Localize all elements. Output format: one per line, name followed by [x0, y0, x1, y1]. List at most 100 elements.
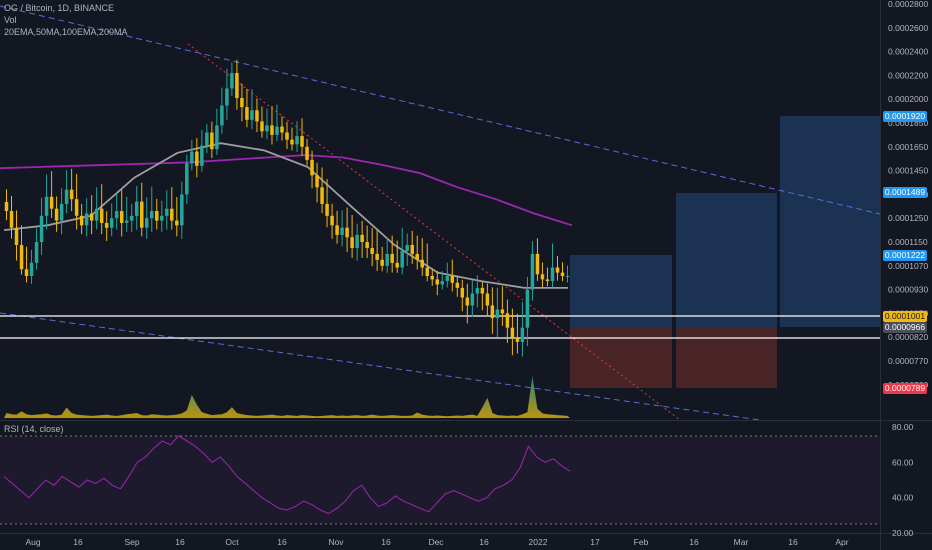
candle-body: [285, 132, 289, 140]
time-tick-label: Oct: [225, 537, 239, 547]
time-tick-label: Aug: [25, 537, 40, 547]
candle-body: [540, 274, 545, 280]
target-zone-1[interactable]: [570, 255, 672, 327]
red-dotted-trendline[interactable]: [187, 43, 681, 421]
price-tag-current: 0.0001001: [883, 311, 927, 322]
price-tick-label: 0.0001150: [888, 237, 928, 247]
candle-body: [435, 279, 440, 285]
time-tick-label: 16: [175, 537, 185, 547]
candle-body: [520, 327, 525, 342]
candle-body: [64, 189, 69, 204]
rsi-line: [3, 435, 571, 515]
time-tick-label: 2022: [529, 537, 548, 547]
candle-body: [270, 125, 274, 135]
symbol-title: OG / Bitcoin, 1D, BINANCE: [4, 3, 115, 13]
candle-body: [139, 201, 144, 228]
stop-zone-1[interactable]: [570, 327, 672, 388]
candle-body: [280, 126, 284, 133]
time-tick-label: Apr: [835, 537, 848, 547]
time-axis[interactable]: Aug 16 Sep 16 Oct 16 Nov 16 Dec 16 2022 17 Feb 16 Mar 1…: [25, 537, 848, 547]
candle-body: [290, 139, 294, 145]
candle-body: [475, 287, 480, 294]
candle-body: [170, 208, 174, 221]
time-tick-label: Dec: [428, 537, 444, 547]
candle-body: [565, 276, 570, 277]
candle-body: [415, 253, 419, 260]
candle-body: [325, 203, 329, 216]
descending-trendline-lower[interactable]: [0, 312, 761, 421]
rsi-legend: RSI (14, close): [4, 424, 64, 434]
candle-body: [560, 272, 565, 276]
candle-body: [240, 98, 244, 108]
candle-body: [69, 189, 74, 200]
candle-body: [530, 253, 535, 290]
candle-body: [405, 244, 409, 251]
candle-body: [119, 211, 124, 223]
candle-body: [470, 293, 475, 306]
price-tick-label: 0.0001250: [888, 213, 928, 223]
candle-body: [185, 163, 189, 195]
candle-body: [205, 132, 209, 146]
candle-body: [495, 309, 500, 319]
candle-body: [500, 309, 505, 314]
rsi-tick-label: 20.00: [892, 528, 914, 538]
candle-body: [210, 132, 214, 150]
price-tag-entry: 0.0000966: [883, 322, 927, 333]
target-zone-3[interactable]: [780, 116, 880, 327]
candle-body: [460, 287, 465, 298]
candle-body: [19, 244, 24, 270]
candle-body: [395, 262, 399, 268]
candle-body: [535, 253, 540, 275]
candle-body: [200, 145, 204, 166]
time-tick-label: 16: [788, 537, 798, 547]
time-tick-label: Feb: [634, 537, 649, 547]
candle-body: [510, 327, 515, 338]
price-tick-label: 0.0002600: [888, 23, 928, 33]
candle-body: [315, 175, 319, 188]
candle-body: [480, 287, 485, 294]
candle-body: [109, 218, 114, 228]
rsi-series: [3, 435, 571, 515]
price-tick-label: 0.0002400: [888, 47, 928, 57]
rsi-tick-label: 60.00: [892, 457, 914, 467]
price-tick-label: 0.0001650: [888, 142, 928, 152]
time-tick-label: 16: [73, 537, 83, 547]
candle-body: [380, 259, 384, 266]
stop-zone-2[interactable]: [676, 327, 777, 388]
candle-body: [320, 187, 324, 204]
candle-body: [305, 146, 309, 160]
rsi-tick-label: 80.00: [892, 422, 914, 432]
candle-body: [84, 213, 89, 226]
candle-body: [550, 267, 555, 282]
price-tag-target-1: 0.0001222: [883, 250, 927, 261]
candle-body: [54, 208, 59, 221]
candle-body: [425, 267, 430, 276]
candle-body: [555, 267, 560, 273]
candle-body: [265, 125, 269, 132]
candle-body: [165, 208, 169, 216]
candle-body: [450, 276, 455, 283]
rsi-tick-label: 40.00: [892, 493, 914, 503]
time-tick-label: Sep: [124, 537, 139, 547]
target-zone-2[interactable]: [676, 193, 777, 327]
candle-body: [445, 276, 450, 282]
candle-body: [515, 337, 520, 342]
candle-body: [365, 242, 369, 248]
candle-body: [260, 121, 264, 132]
candle-body: [160, 215, 164, 221]
time-tick-label: 16: [277, 537, 287, 547]
candle-body: [94, 208, 99, 221]
candle-body: [335, 225, 339, 235]
candle-body: [220, 105, 224, 126]
candle-body: [4, 201, 9, 212]
candle-body: [375, 253, 379, 260]
candle-body: [225, 88, 229, 106]
descending-trendline-upper[interactable]: [0, 5, 881, 215]
candle-body: [144, 218, 149, 228]
candle-body: [49, 196, 54, 209]
candle-body: [385, 253, 389, 266]
candle-body: [505, 313, 510, 328]
candle-body: [175, 220, 179, 226]
candle-body: [14, 227, 19, 245]
